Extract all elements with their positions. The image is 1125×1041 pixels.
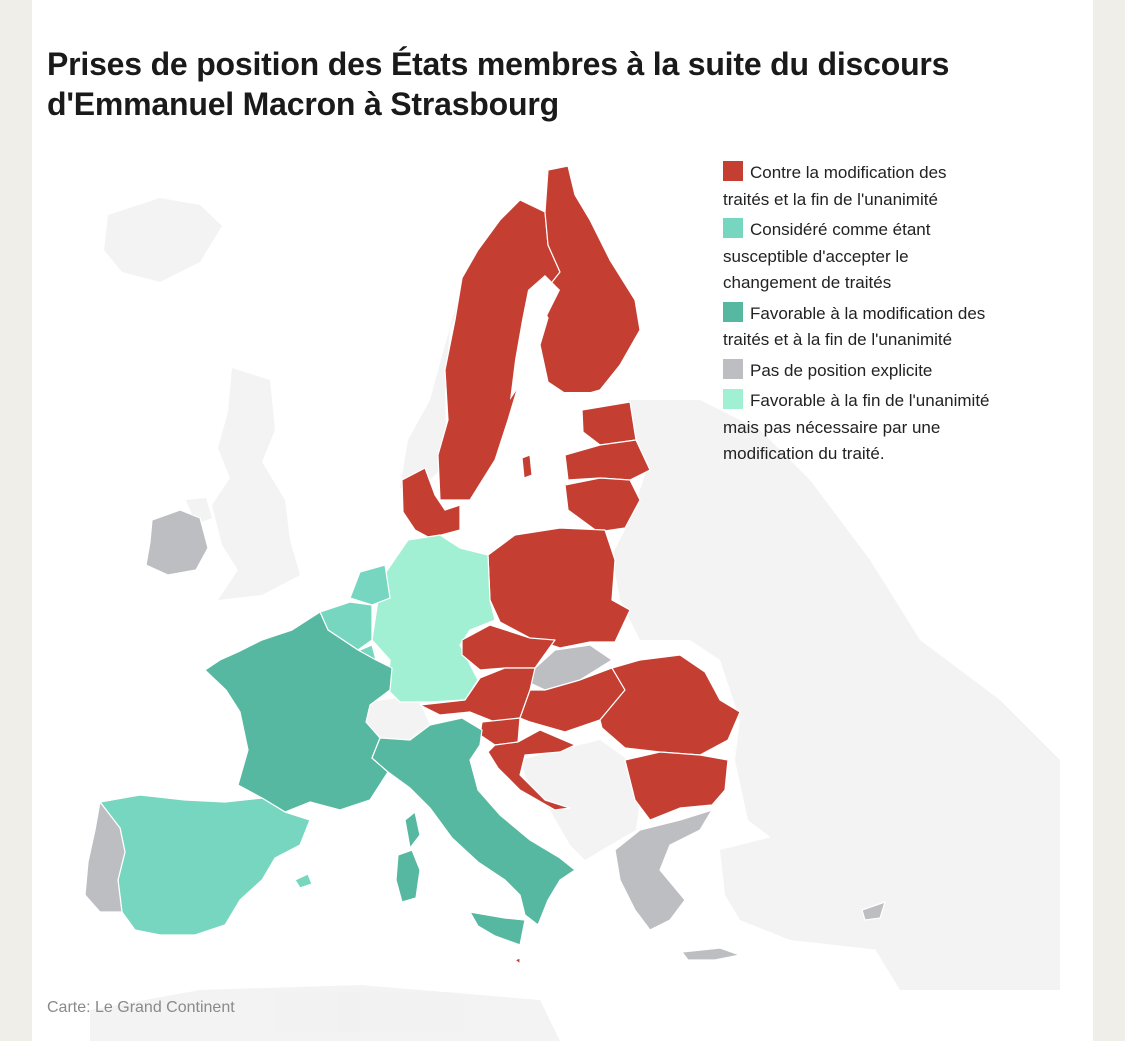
legend-label: Considéré comme étant susceptible d'acce… bbox=[723, 220, 931, 292]
eu-states bbox=[84, 165, 886, 965]
switzerland bbox=[366, 698, 430, 740]
country-poland[interactable] bbox=[487, 527, 631, 649]
country-netherlands[interactable] bbox=[349, 564, 391, 606]
turkey bbox=[720, 830, 1030, 950]
legend-item-likely: Considéré comme étant susceptible d'acce… bbox=[723, 217, 993, 297]
country-estonia[interactable] bbox=[581, 401, 637, 446]
legend-label: Pas de position explicite bbox=[750, 360, 933, 380]
legend-swatch bbox=[723, 301, 743, 322]
northern-ireland bbox=[186, 498, 212, 524]
legend-item-favorable-unanimity: Favorable à la fin de l'unanimité mais p… bbox=[723, 388, 993, 468]
legend-label: Favorable à la modification des traités … bbox=[723, 303, 986, 350]
legend-swatch bbox=[723, 358, 743, 379]
country-sardinia[interactable] bbox=[395, 849, 421, 903]
legend-item-against: Contre la modification des traités et la… bbox=[723, 160, 993, 213]
balkans bbox=[520, 740, 640, 860]
country-finland[interactable] bbox=[537, 165, 641, 399]
country-italy[interactable] bbox=[371, 717, 576, 926]
country-latvia[interactable] bbox=[564, 439, 651, 481]
gulf-of-finland bbox=[552, 392, 620, 405]
great-britain bbox=[212, 368, 300, 600]
country-lithuania[interactable] bbox=[564, 477, 641, 533]
legend-swatch bbox=[723, 218, 743, 238]
country-slovenia[interactable] bbox=[479, 717, 521, 746]
country-spain[interactable] bbox=[99, 794, 311, 936]
country-cyprus[interactable] bbox=[861, 901, 886, 921]
country-romania[interactable] bbox=[599, 654, 741, 756]
country-sicily[interactable] bbox=[469, 911, 526, 946]
country-croatia[interactable] bbox=[487, 729, 576, 811]
sea-cutouts bbox=[510, 275, 620, 405]
gulf-of-bothnia bbox=[510, 275, 560, 400]
country-slovakia[interactable] bbox=[529, 644, 613, 691]
belarus-ukraine-russia bbox=[612, 400, 1060, 990]
country-gotland[interactable] bbox=[521, 454, 533, 479]
legend-item-no-position: Pas de position explicite bbox=[723, 358, 993, 385]
country-greece[interactable] bbox=[614, 809, 713, 931]
iceland bbox=[104, 198, 222, 282]
legend-swatch bbox=[723, 161, 743, 181]
country-bulgaria[interactable] bbox=[624, 751, 729, 821]
country-denmark[interactable] bbox=[401, 467, 461, 539]
source-fade bbox=[255, 992, 485, 1032]
legend-swatch bbox=[723, 389, 743, 409]
country-portugal[interactable] bbox=[84, 801, 126, 913]
country-ireland[interactable] bbox=[145, 509, 209, 576]
norway bbox=[400, 200, 522, 490]
legend-item-favorable: Favorable à la modification des traités … bbox=[723, 301, 993, 354]
country-malta[interactable] bbox=[514, 957, 521, 965]
source-credit: Carte: Le Grand Continent bbox=[47, 999, 235, 1016]
map-legend: Contre la modification des traités et la… bbox=[723, 160, 993, 472]
map-title: Prises de position des États membres à l… bbox=[47, 46, 950, 122]
legend-label: Favorable à la fin de l'unanimité mais p… bbox=[723, 391, 990, 463]
country-balearic[interactable] bbox=[294, 873, 313, 889]
country-crete[interactable] bbox=[681, 947, 741, 961]
country-corsica[interactable] bbox=[404, 811, 421, 849]
legend-label: Contre la modification des traités et la… bbox=[723, 163, 947, 209]
